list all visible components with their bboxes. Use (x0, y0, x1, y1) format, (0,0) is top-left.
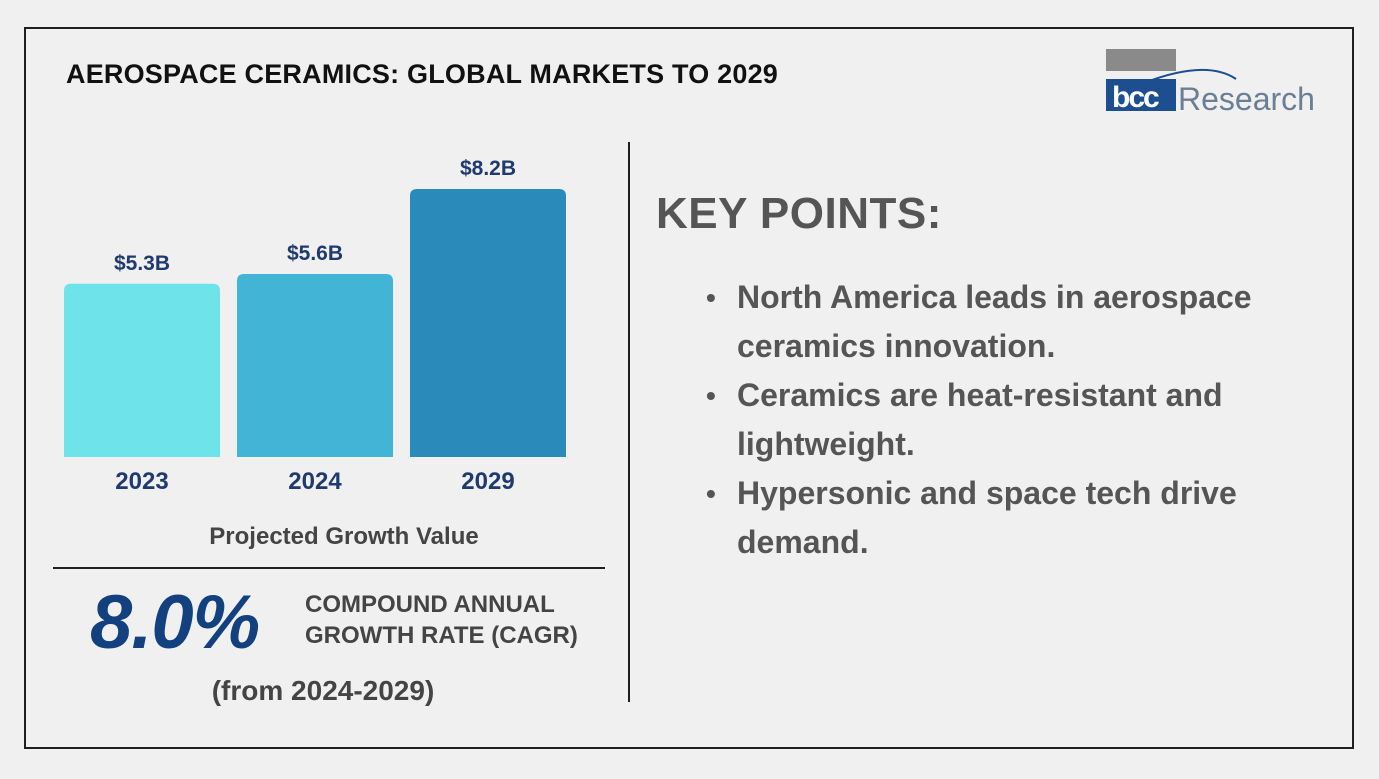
bullet-icon: • (706, 478, 716, 509)
divider-vertical (628, 142, 630, 702)
page-title: AEROSPACE CERAMICS: GLOBAL MARKETS TO 20… (66, 59, 778, 89)
cagr-label: COMPOUND ANNUAL GROWTH RATE (CAGR) (305, 589, 578, 651)
key-points-list: • North America leads in aerospace ceram… (706, 273, 1306, 567)
bcc-research-logo: bcc Research (1106, 49, 1316, 119)
cagr-range: (from 2024-2029) (211, 675, 435, 706)
bullet-icon: • (706, 380, 716, 411)
cagr-label-line1: COMPOUND ANNUAL (305, 591, 555, 618)
divider-horizontal (53, 567, 605, 569)
cagr-value: 8.0% (90, 580, 260, 665)
key-point-item: • Hypersonic and space tech drive demand… (706, 469, 1306, 567)
key-point-line2: lightweight. (737, 426, 915, 462)
chart-x-label: Projected Growth Value (209, 523, 479, 550)
svg-text:bcc: bcc (1112, 81, 1159, 114)
x-tick-label: 2023 (115, 468, 168, 495)
cagr-label-line2: GROWTH RATE (CAGR) (305, 622, 578, 649)
growth-bar-chart: $5.3B 2023 $5.6B 2024 $8.2B 2029 (56, 139, 586, 499)
svg-text:Research: Research (1178, 81, 1315, 117)
bar-2024 (237, 273, 393, 457)
key-point-line2: ceramics innovation. (737, 328, 1056, 364)
x-tick-label: 2024 (288, 468, 342, 495)
key-point-item: • Ceramics are heat-resistant and lightw… (706, 371, 1306, 469)
key-point-item: • North America leads in aerospace ceram… (706, 273, 1306, 371)
x-tick-label: 2029 (461, 468, 514, 495)
bullet-icon: • (706, 282, 716, 313)
bar-value-label: $8.2B (460, 157, 516, 180)
key-point-line1: Hypersonic and space tech drive (737, 475, 1237, 511)
bar-2023 (64, 283, 220, 457)
bar-value-label: $5.3B (114, 252, 170, 275)
key-point-line1: Ceramics are heat-resistant and (737, 377, 1223, 413)
key-point-line2: demand. (737, 524, 869, 560)
key-points-heading: KEY POINTS: (656, 189, 942, 238)
bar-value-label: $5.6B (287, 242, 343, 265)
infographic-frame: AEROSPACE CERAMICS: GLOBAL MARKETS TO 20… (24, 27, 1354, 749)
key-point-line1: North America leads in aerospace (737, 279, 1252, 315)
bar-2029 (410, 189, 566, 457)
